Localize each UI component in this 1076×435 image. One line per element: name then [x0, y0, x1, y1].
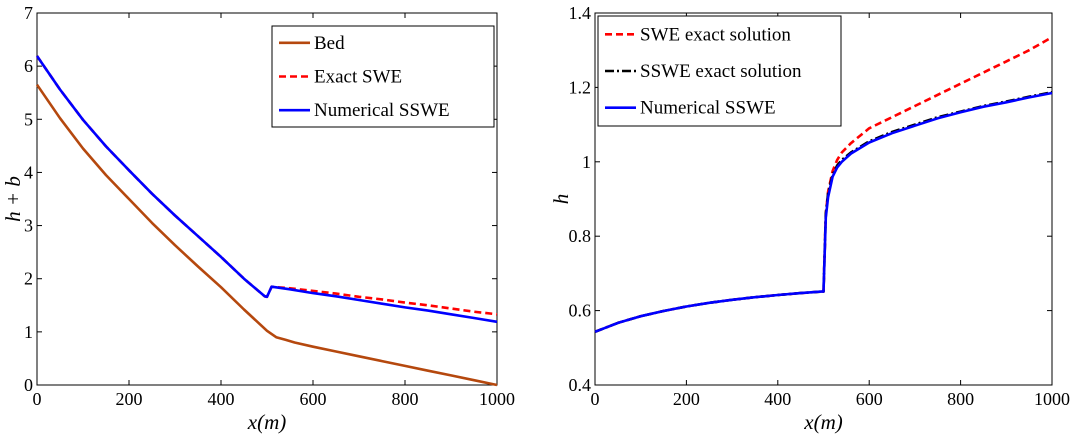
x-tick-label: 600 [300, 389, 327, 409]
y-tick-label: 3 [24, 216, 33, 236]
y-tick-label: 1 [24, 322, 33, 342]
y-tick-label: 7 [24, 3, 33, 23]
x-tick-label: 1000 [1034, 389, 1070, 409]
plot-frame [36, 12, 498, 386]
y-tick-label: 1 [582, 152, 591, 172]
y-tick-label: 1.4 [569, 3, 592, 23]
legend-label: Bed [314, 33, 345, 54]
series-line-numerical-sswe [594, 91, 1053, 334]
x-tick-label: 400 [764, 389, 791, 409]
chart-panel-1: 0 200 400 600 800 1000 0 1 2 3 4 5 6 7 x(m) h + b Bed Exa… [1, 3, 515, 434]
y-axis-label: h + b [1, 176, 25, 222]
y-tick-label: 0.6 [569, 301, 592, 321]
series-line-bed [35, 83, 498, 387]
y-tick-label: 0.8 [569, 226, 592, 246]
x-tick-label: 800 [392, 389, 419, 409]
x-tick-label: 200 [673, 389, 700, 409]
x-tick-label: 800 [947, 389, 974, 409]
x-axis-label: x(m) [247, 410, 286, 434]
legend-label: Numerical SSWE [640, 98, 776, 119]
legend: Bed Exact SWE Numerical SSWE [271, 25, 495, 128]
legend-label: Numerical SSWE [314, 100, 450, 121]
x-tick-label: 400 [208, 389, 235, 409]
legend-label: SSWE exact solution [640, 61, 802, 82]
chart-panel-2: 0 200 400 600 800 1000 0.4 0.6 0.8 1 1.2 1.4 x(m) h SW… [549, 3, 1070, 434]
legend-label: Exact SWE [314, 67, 402, 88]
legend-box [597, 15, 842, 127]
series-line-sswe-exact-solution [594, 90, 1053, 334]
x-tick-label: 600 [856, 389, 883, 409]
x-tick-label: 200 [116, 389, 143, 409]
x-tick-label: 1000 [479, 389, 515, 409]
x-axis-label: x(m) [803, 410, 842, 434]
x-tick-label: 0 [591, 389, 600, 409]
y-tick-label: 6 [24, 56, 33, 76]
y-tick-label: 2 [24, 269, 33, 289]
y-tick-label: 1.2 [569, 77, 592, 97]
y-tick-label: 5 [24, 109, 33, 129]
y-tick-label: 0 [24, 375, 33, 395]
y-tick-label: 4 [24, 162, 33, 182]
y-tick-label: 0.4 [569, 375, 592, 395]
legend-label: SWE exact solution [640, 24, 791, 45]
y-axis-label: h [549, 194, 573, 205]
legend: SWE exact solution SSWE exact solution Num… [597, 15, 842, 127]
series-line-numerical-sswe [35, 55, 498, 324]
plot-frame [594, 12, 1053, 386]
x-tick-label: 0 [33, 389, 42, 409]
